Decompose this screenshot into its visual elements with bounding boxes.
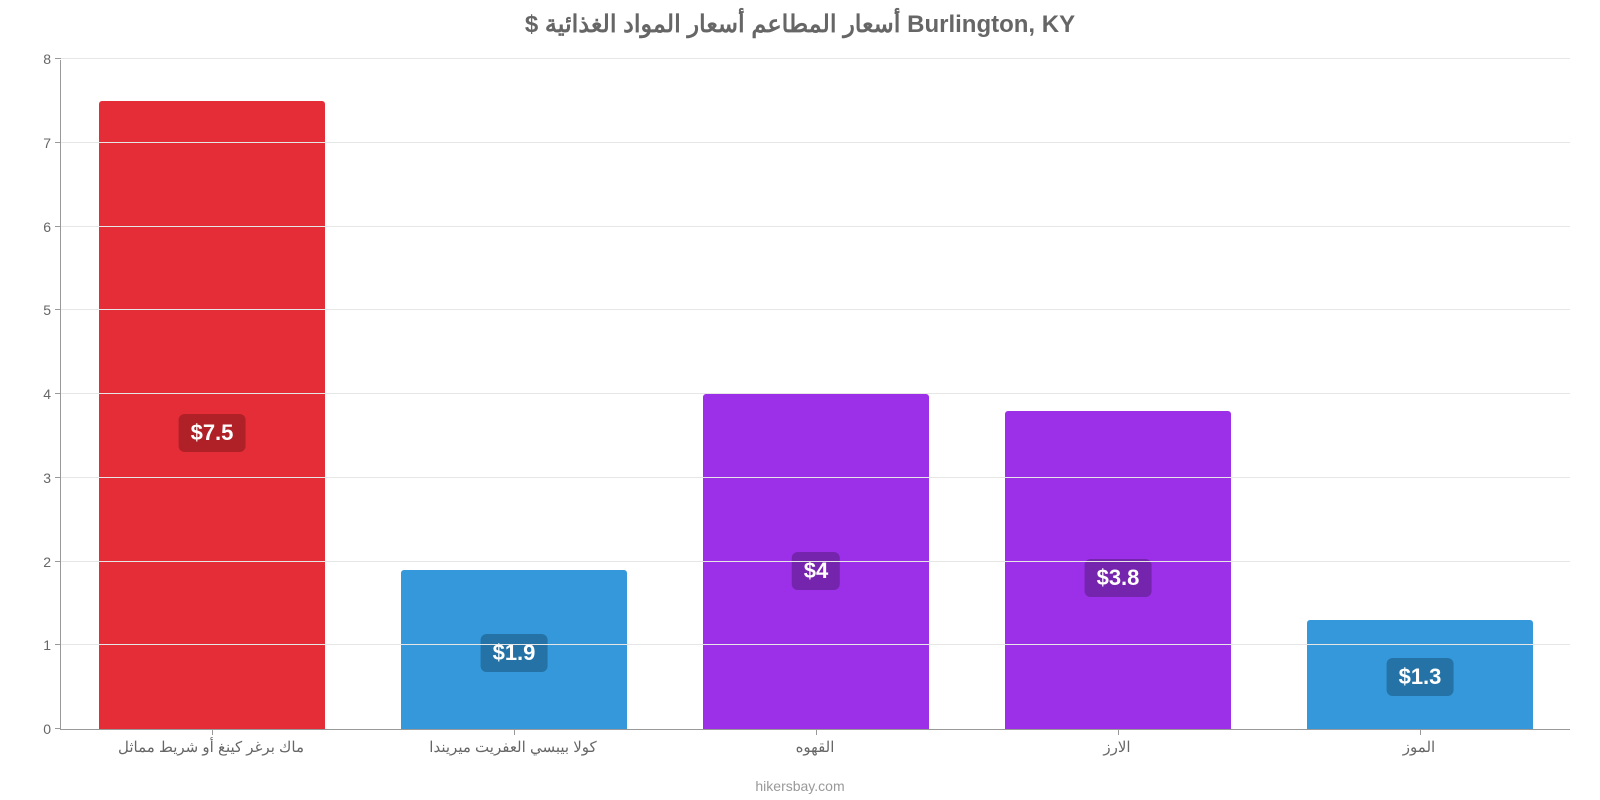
value-badge: $1.3 xyxy=(1387,658,1454,696)
x-axis-label: الارز xyxy=(1103,738,1130,756)
y-tick-label: 2 xyxy=(43,554,61,570)
y-tick-label: 4 xyxy=(43,386,61,402)
grid-line xyxy=(61,477,1570,478)
y-tick-label: 0 xyxy=(43,721,61,737)
bar: $1.3 xyxy=(1307,620,1534,729)
y-tick-label: 1 xyxy=(43,637,61,653)
x-axis-label: ماك برغر كينغ أو شريط مماثل xyxy=(118,738,304,756)
y-tick-mark xyxy=(55,226,61,227)
chart-container: $ أسعار المطاعم أسعار المواد الغذائية Bu… xyxy=(0,0,1600,800)
value-badge: $7.5 xyxy=(179,414,246,452)
value-badge: $3.8 xyxy=(1085,559,1152,597)
chart-title: $ أسعار المطاعم أسعار المواد الغذائية Bu… xyxy=(0,10,1600,39)
y-tick-mark xyxy=(55,477,61,478)
y-tick-label: 6 xyxy=(43,219,61,235)
bars-group: $7.5 $1.9 $4 $3.8 $1.3 xyxy=(61,60,1570,729)
x-axis-label: كولا بيبسي العفريت ميريندا xyxy=(429,738,596,756)
chart-footer: hikersbay.com xyxy=(0,778,1600,794)
x-axis-label: القهوه xyxy=(796,738,835,756)
y-tick-mark xyxy=(55,393,61,394)
bar: $4 xyxy=(703,394,930,729)
y-tick-mark xyxy=(55,644,61,645)
grid-line xyxy=(61,226,1570,227)
bar: $7.5 xyxy=(99,101,326,729)
y-tick-mark xyxy=(55,142,61,143)
y-tick-mark xyxy=(55,728,61,729)
x-axis-labels: ماك برغر كينغ أو شريط مماثل كولا بيبسي ال… xyxy=(60,730,1570,760)
plot-area: $7.5$1.9$4$3.8$1.3 012345678 xyxy=(60,60,1570,730)
x-axis-label: الموز xyxy=(1403,738,1435,756)
grid-line xyxy=(61,644,1570,645)
y-tick-label: 8 xyxy=(43,51,61,67)
grid-line xyxy=(61,58,1570,59)
grid-line xyxy=(61,561,1570,562)
grid-line xyxy=(61,393,1570,394)
value-badge: $1.9 xyxy=(481,634,548,672)
y-tick-mark xyxy=(55,58,61,59)
y-tick-label: 3 xyxy=(43,470,61,486)
y-tick-label: 5 xyxy=(43,302,61,318)
bar: $1.9 xyxy=(401,570,628,729)
grid-line xyxy=(61,309,1570,310)
grid-line xyxy=(61,142,1570,143)
y-tick-mark xyxy=(55,309,61,310)
value-badge: $4 xyxy=(792,552,840,590)
y-tick-label: 7 xyxy=(43,135,61,151)
y-tick-mark xyxy=(55,561,61,562)
bar: $3.8 xyxy=(1005,411,1232,729)
